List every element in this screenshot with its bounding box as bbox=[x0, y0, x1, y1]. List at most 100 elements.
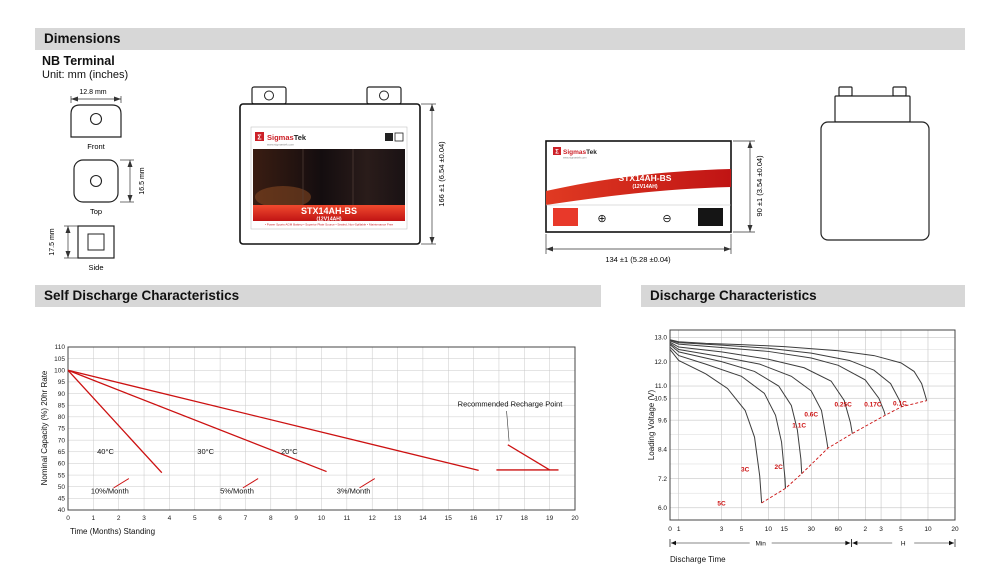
svg-text:Min: Min bbox=[755, 540, 766, 547]
brand-logo-icon bbox=[255, 132, 264, 141]
svg-text:9: 9 bbox=[294, 515, 298, 522]
dim-arrow bbox=[127, 160, 133, 167]
svg-text:15: 15 bbox=[445, 515, 453, 522]
svg-text:6: 6 bbox=[218, 515, 222, 522]
svg-text:1: 1 bbox=[677, 526, 681, 533]
label-swoosh bbox=[546, 169, 731, 205]
terminal-tab-left bbox=[838, 86, 853, 97]
svg-text:40°C: 40°C bbox=[97, 447, 114, 456]
svg-text:3%/Month: 3%/Month bbox=[337, 487, 371, 496]
brand-name: SigmasTek bbox=[267, 133, 307, 142]
svg-text:12: 12 bbox=[369, 515, 377, 522]
svg-text:0: 0 bbox=[668, 526, 672, 533]
svg-text:5: 5 bbox=[899, 526, 903, 533]
model-spec: (12V14AH) bbox=[316, 217, 341, 223]
curve-5C bbox=[669, 349, 763, 503]
svg-text:5C: 5C bbox=[717, 500, 726, 507]
dim-arrow bbox=[65, 226, 71, 233]
svg-text:70: 70 bbox=[58, 437, 66, 444]
svg-text:90: 90 bbox=[58, 391, 66, 398]
svg-text:80: 80 bbox=[58, 414, 66, 421]
svg-text:0.6C: 0.6C bbox=[804, 411, 818, 418]
label-footnote-strip bbox=[253, 221, 405, 228]
dim-arrow bbox=[724, 246, 731, 252]
svg-text:Nominal Capacity (%) 20hr Rate: Nominal Capacity (%) 20hr Rate bbox=[40, 370, 49, 485]
svg-text:60: 60 bbox=[835, 526, 843, 533]
svg-text:0.17C: 0.17C bbox=[864, 402, 882, 409]
svg-text:18: 18 bbox=[521, 515, 529, 522]
svg-text:19: 19 bbox=[546, 515, 554, 522]
svg-text:60: 60 bbox=[58, 461, 66, 468]
dim-arrow bbox=[127, 195, 133, 202]
svg-text:10%/Month: 10%/Month bbox=[91, 487, 129, 496]
svg-text:13.0: 13.0 bbox=[654, 335, 667, 342]
svg-text:20: 20 bbox=[571, 515, 579, 522]
svg-text:7.2: 7.2 bbox=[658, 476, 667, 483]
recycle-icon bbox=[385, 133, 393, 141]
svg-text:65: 65 bbox=[58, 449, 66, 456]
svg-text:45: 45 bbox=[58, 496, 66, 503]
terminal-front-dim: 12.8 mm bbox=[79, 89, 106, 96]
dim-arrow bbox=[71, 96, 78, 102]
svg-text:20°C: 20°C bbox=[281, 447, 298, 456]
svg-text:H: H bbox=[901, 540, 906, 547]
brand-name-dark: Tek bbox=[586, 149, 597, 156]
dim-arrow bbox=[546, 246, 553, 252]
section-header-discharge: Discharge Characteristics bbox=[641, 285, 965, 307]
svg-text:Discharge Time: Discharge Time bbox=[670, 555, 726, 564]
svg-text:8.4: 8.4 bbox=[658, 447, 667, 454]
series-40C 10%/Month bbox=[67, 369, 163, 474]
curve-2C bbox=[669, 344, 803, 474]
dim-arrow bbox=[429, 237, 435, 244]
dim-arrow bbox=[114, 96, 121, 102]
svg-text:30°C: 30°C bbox=[197, 447, 214, 456]
minus-terminal-symbol: ⊖ bbox=[662, 213, 671, 225]
svg-text:0.1C: 0.1C bbox=[893, 401, 907, 408]
terminal-side-slot bbox=[87, 233, 105, 251]
svg-text:2: 2 bbox=[117, 515, 121, 522]
dim-arrow bbox=[747, 225, 753, 232]
svg-text:5: 5 bbox=[740, 526, 744, 533]
terminal-drawings: 12.8 mm Front 16.5 mm Top 17.5 mm Side bbox=[49, 89, 146, 272]
svg-text:Time (Months) Standing: Time (Months) Standing bbox=[70, 527, 155, 536]
model-spec: (12V14AH) bbox=[632, 184, 657, 190]
svg-text:100: 100 bbox=[54, 367, 65, 374]
svg-text:10: 10 bbox=[924, 526, 932, 533]
svg-text:3C: 3C bbox=[741, 466, 750, 473]
width-dimension: 134 ±1 (5.28 ±0.04) bbox=[605, 255, 671, 264]
svg-text:10: 10 bbox=[318, 515, 326, 522]
svg-text:3: 3 bbox=[720, 526, 724, 533]
certification-icon bbox=[394, 132, 404, 142]
discharge-chart: 1 3 5 10 15 30 60 2 3 5 10 20 0 13.0 12.0 11.0 10.5 9.6 8.… bbox=[647, 329, 959, 564]
svg-text:14: 14 bbox=[419, 515, 427, 522]
svg-text:7: 7 bbox=[244, 515, 248, 522]
positive-terminal-cap bbox=[553, 208, 578, 226]
label-outline bbox=[250, 126, 408, 230]
svg-text:0.25C: 0.25C bbox=[834, 402, 852, 409]
brand-name-dark: Tek bbox=[294, 133, 307, 142]
svg-text:110: 110 bbox=[55, 344, 66, 351]
svg-text:13: 13 bbox=[394, 515, 402, 522]
svg-text:17: 17 bbox=[495, 515, 503, 522]
brand-name: SigmasTek bbox=[563, 149, 597, 156]
nb-terminal-title: NB Terminal bbox=[42, 54, 115, 68]
svg-text:40: 40 bbox=[58, 507, 66, 514]
svg-text:3: 3 bbox=[142, 515, 146, 522]
battery-case-profile bbox=[820, 121, 930, 241]
svg-text:50: 50 bbox=[58, 484, 66, 491]
height-dimension: 166 ±1 (6.54 ±0.04) bbox=[437, 141, 446, 207]
cutoff-dashed-line bbox=[761, 400, 927, 504]
svg-text:9.6: 9.6 bbox=[658, 417, 667, 424]
svg-text:15: 15 bbox=[781, 526, 789, 533]
curve-0.1C bbox=[669, 339, 928, 401]
series-recharge-diagonal bbox=[507, 444, 550, 471]
svg-text:11.0: 11.0 bbox=[655, 383, 668, 390]
self-discharge-chart: 0 1 2 3 4 5 6 7 8 9 10 11 12 13 14 15 16 17 18 19 2011010510… bbox=[40, 344, 579, 536]
model-banner bbox=[253, 205, 405, 221]
dim-arrow bbox=[747, 141, 753, 148]
section-header-dimensions: Dimensions bbox=[35, 28, 965, 50]
negative-terminal-cap bbox=[698, 208, 723, 226]
svg-text:10: 10 bbox=[765, 526, 773, 533]
label-footnote: • Power Sports AGM Battery • Superior Pl… bbox=[265, 223, 394, 227]
